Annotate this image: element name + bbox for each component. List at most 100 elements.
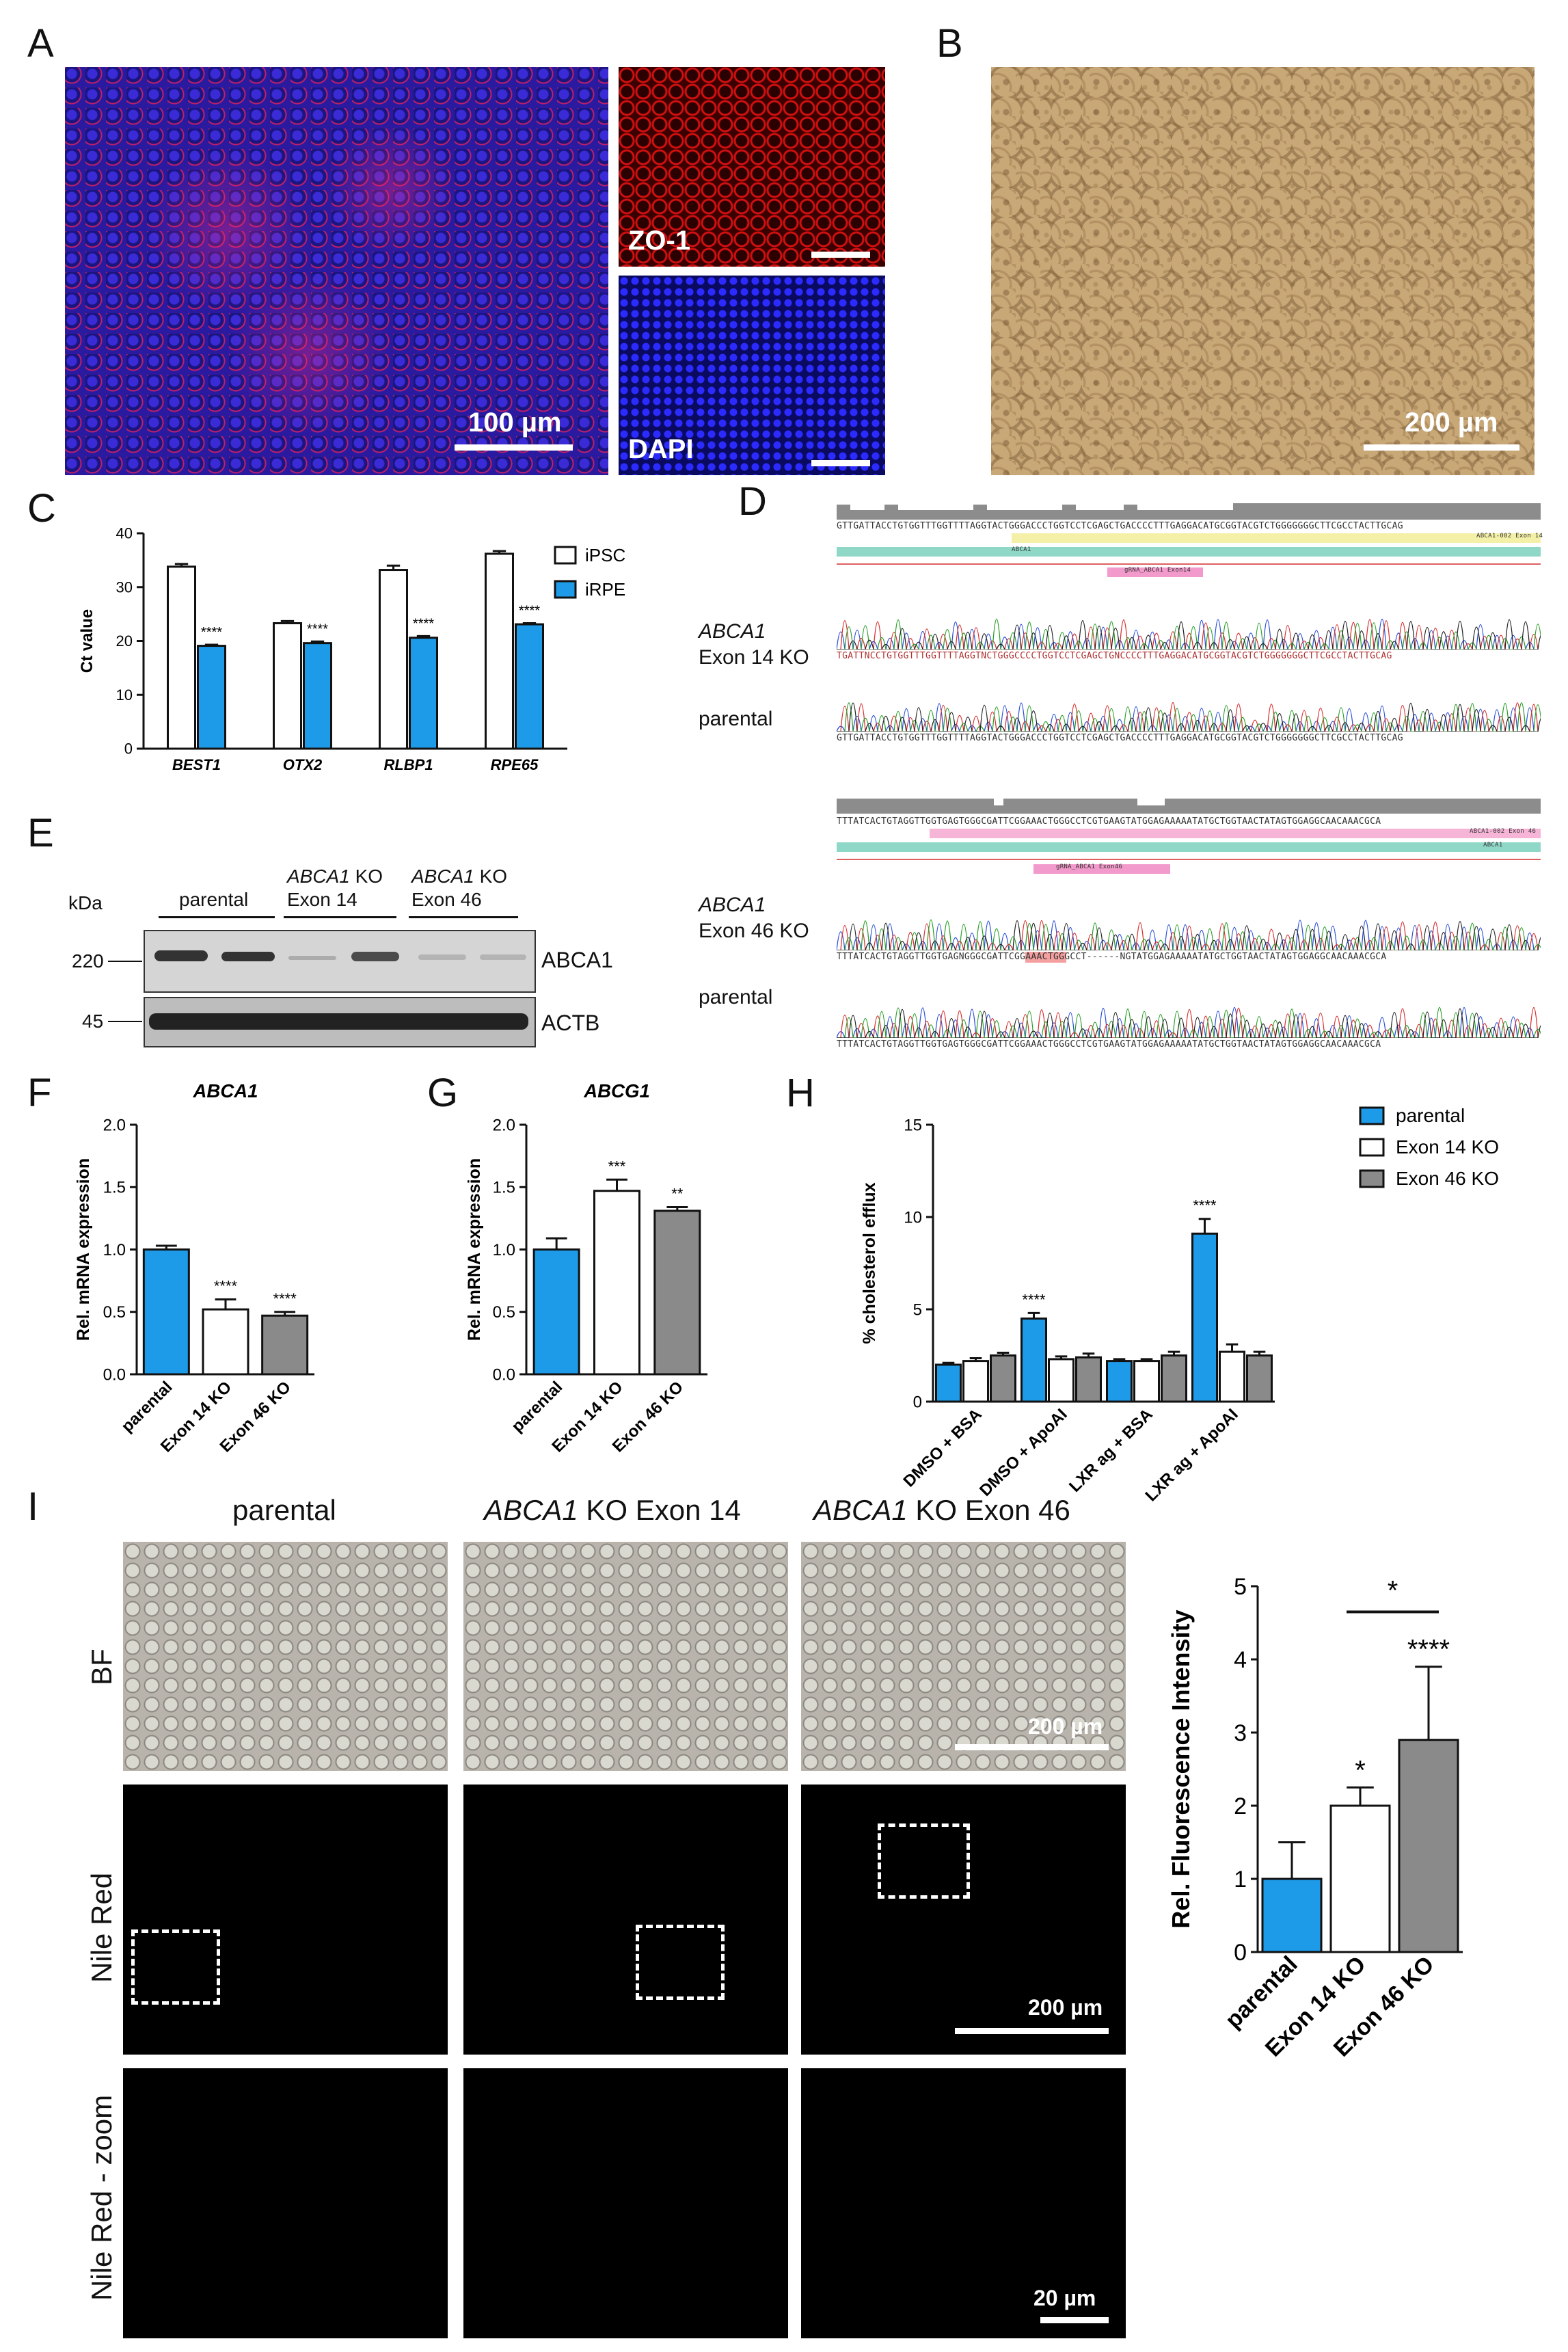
y-tick-label: 3 bbox=[1234, 1720, 1247, 1746]
group-text: KO bbox=[349, 866, 383, 887]
legend-swatch bbox=[554, 580, 577, 599]
blot-label-abca1: ABCA1 bbox=[541, 948, 613, 972]
western-blot-actb bbox=[144, 997, 536, 1047]
row-label-bf: BF bbox=[85, 1648, 118, 1685]
scale-bar bbox=[811, 252, 870, 258]
column-text: KO Exon 46 bbox=[907, 1494, 1070, 1526]
blot-label-actb: ACTB bbox=[541, 1011, 600, 1035]
bar bbox=[202, 1308, 249, 1376]
red-divider bbox=[837, 563, 1541, 565]
x-tick-label: parental bbox=[508, 1378, 566, 1436]
bf-image-parental bbox=[123, 1542, 448, 1771]
legend-swatch bbox=[1359, 1169, 1385, 1188]
bar bbox=[197, 645, 226, 750]
bf-image-exon14 bbox=[463, 1542, 788, 1771]
zo1-label: ZO-1 bbox=[628, 226, 691, 256]
parental-label: parental bbox=[699, 708, 773, 730]
dapi-label: DAPI bbox=[628, 434, 694, 464]
exon-annotation-label: ABCA1-002 Exon 46 bbox=[1470, 828, 1537, 835]
scale-bar bbox=[1364, 444, 1519, 451]
gene-annotation-label: ABCA1 bbox=[1483, 842, 1503, 848]
zoom-region-box bbox=[878, 1823, 970, 1899]
scale-bar bbox=[811, 460, 870, 466]
column-label-exon46: ABCA1 KO Exon 46 bbox=[813, 1494, 1070, 1527]
exon-annotation-bar bbox=[930, 829, 1541, 838]
column-text: KO Exon 14 bbox=[578, 1494, 741, 1526]
x-tick-label: BEST1 bbox=[172, 756, 221, 773]
gene-name: ABCA1 bbox=[484, 1494, 578, 1526]
ko-sequence: TTTATCACTGTAGGTTGGTGAGNGGGCGATTCGGAAACTG… bbox=[837, 952, 1387, 962]
parental-chromatogram bbox=[837, 702, 1541, 732]
scale-label: 200 µm bbox=[1028, 1995, 1103, 2020]
nile-red-image-parental bbox=[123, 1785, 448, 2055]
nile-red-zoom-exon46: 20 µm bbox=[801, 2068, 1126, 2338]
pigmented-cells-image: 200 µm bbox=[991, 67, 1535, 475]
gene-name: ABCA1 bbox=[699, 894, 766, 916]
column-label-parental: parental bbox=[232, 1494, 336, 1527]
bar bbox=[1161, 1354, 1187, 1403]
gene-annotation-bar bbox=[837, 842, 1541, 852]
exon-annotation-label: ABCA1-002 Exon 14 bbox=[1476, 533, 1543, 539]
bar bbox=[962, 1360, 989, 1403]
significance-label: **** bbox=[201, 625, 222, 640]
legend-swatch bbox=[1359, 1106, 1385, 1125]
significance-label: **** bbox=[519, 604, 540, 619]
y-tick-label: 5 bbox=[1234, 1574, 1247, 1600]
scale-label: 20 µm bbox=[1033, 2286, 1096, 2310]
legend-label: iPSC bbox=[585, 545, 625, 565]
chromatogram-trace bbox=[837, 618, 1535, 650]
row-label-nile-red: Nile Red bbox=[85, 1872, 118, 1983]
y-tick-label: 2 bbox=[1234, 1793, 1247, 1819]
significance-label: **** bbox=[273, 1290, 297, 1307]
y-tick-label: 0.5 bbox=[103, 1303, 126, 1322]
ko-chromatogram bbox=[837, 919, 1541, 950]
nile-red-image-exon14 bbox=[463, 1785, 788, 2055]
y-axis-label: Rel. mRNA expression bbox=[74, 1158, 93, 1341]
zoom-region-box bbox=[636, 1925, 725, 2000]
parental-chromatogram bbox=[837, 1006, 1541, 1038]
y-axis-label: Ct value bbox=[78, 609, 96, 673]
deletion-highlight bbox=[1025, 952, 1066, 963]
sequence-panel-bottom: TTTATCACTGTAGGTTGGTGAGTGGGCGATTCGGAAACTG… bbox=[697, 793, 1558, 1067]
panel-letter-c: C bbox=[27, 486, 56, 531]
kda-label: kDa bbox=[68, 892, 103, 913]
x-tick-label: DMSO + ApoAI bbox=[976, 1405, 1071, 1500]
ko-label-exon46: ABCA1 Exon 46 KO bbox=[699, 892, 809, 944]
legend-label: iRPE bbox=[585, 579, 625, 600]
marker-tick bbox=[108, 1021, 142, 1022]
bar bbox=[261, 1314, 309, 1376]
bar bbox=[485, 552, 514, 750]
blot-band bbox=[149, 1013, 528, 1030]
red-divider bbox=[837, 859, 1541, 860]
bar bbox=[1106, 1360, 1133, 1403]
y-tick-label: 40 bbox=[116, 525, 133, 542]
gene-annotation-label: ABCA1 bbox=[1012, 546, 1031, 553]
parental-label: parental bbox=[699, 986, 773, 1008]
chromatogram-trace bbox=[837, 619, 1539, 650]
bar bbox=[593, 1190, 640, 1376]
legend-label: parental bbox=[1396, 1105, 1465, 1126]
bf-image-exon46: 200 µm bbox=[801, 1542, 1126, 1771]
blot-band bbox=[154, 950, 208, 961]
group-underline bbox=[159, 916, 275, 918]
y-tick-label: 1 bbox=[1234, 1867, 1247, 1893]
ko-label-rest: Exon 14 KO bbox=[699, 646, 809, 669]
reference-sequence: GTTGATTACCTGTGGTTTGGTTTTAGGTACTGGGACCCTG… bbox=[837, 521, 1403, 531]
y-tick-label: 30 bbox=[116, 578, 133, 596]
bar bbox=[1048, 1358, 1074, 1403]
bar bbox=[379, 569, 408, 750]
column-label-exon14: ABCA1 KO Exon 14 bbox=[484, 1494, 741, 1527]
y-tick-label: 0.0 bbox=[493, 1365, 515, 1384]
y-tick-label: 2.0 bbox=[103, 1116, 126, 1134]
row-label-nile-red-zoom: Nile Red - zoom bbox=[85, 2094, 118, 2301]
group-text: KO bbox=[474, 866, 508, 887]
group-label-exon46: ABCA1 KO Exon 46 bbox=[411, 865, 507, 911]
x-tick-label: LXR ag + ApoAI bbox=[1142, 1405, 1242, 1504]
scale-bar bbox=[955, 2028, 1109, 2034]
panel-letter-b: B bbox=[936, 21, 963, 66]
group-underline bbox=[284, 916, 396, 918]
legend-swatch bbox=[1359, 1138, 1385, 1157]
bar bbox=[532, 1248, 580, 1376]
bar bbox=[1133, 1360, 1160, 1403]
